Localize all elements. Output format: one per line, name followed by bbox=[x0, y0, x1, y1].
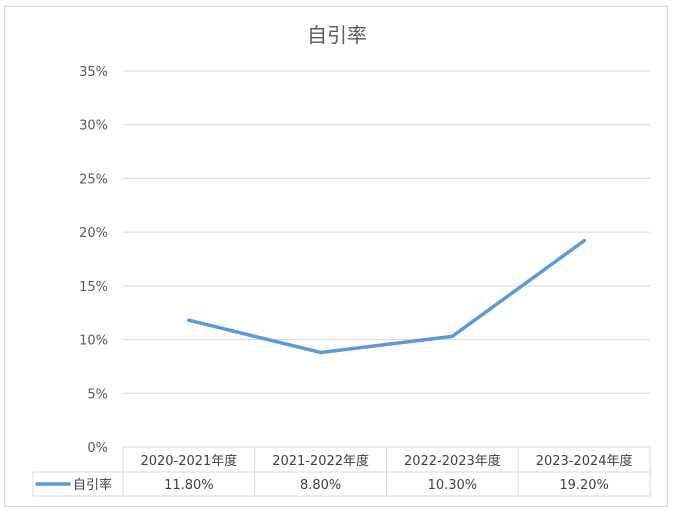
y-tick-label: 30% bbox=[79, 119, 108, 134]
y-tick-label: 35% bbox=[79, 65, 108, 80]
legend-label: 自引率 bbox=[73, 477, 112, 493]
y-tick-label: 5% bbox=[87, 387, 108, 402]
y-tick-label: 20% bbox=[79, 226, 108, 241]
y-tick-label: 25% bbox=[79, 172, 108, 187]
category-label: 2023-2024年度 bbox=[536, 453, 633, 469]
data-label: 11.80% bbox=[164, 478, 214, 493]
y-tick-label: 10% bbox=[79, 334, 108, 349]
data-label: 8.80% bbox=[300, 478, 341, 493]
chart-title: 自引率 bbox=[307, 23, 367, 47]
y-tick-label: 0% bbox=[87, 441, 108, 456]
data-point bbox=[450, 334, 455, 339]
y-axis-ticks: 0% 5% 10% 15% 20% 25% 30% 35% bbox=[79, 65, 108, 456]
series-line bbox=[187, 238, 586, 355]
category-label: 2020-2021年度 bbox=[140, 453, 237, 469]
data-label: 19.20% bbox=[559, 478, 609, 493]
series-layer bbox=[187, 238, 586, 355]
y-tick-label: 15% bbox=[79, 280, 108, 295]
data-label: 10.30% bbox=[428, 478, 478, 493]
data-point bbox=[187, 318, 191, 322]
chart-frame bbox=[4, 6, 668, 507]
data-point bbox=[318, 350, 323, 355]
data-table: 2020-2021年度 2021-2022年度 2022-2023年度 2023-20… bbox=[32, 446, 651, 497]
category-label: 2021-2022年度 bbox=[272, 453, 369, 469]
data-point bbox=[582, 238, 586, 243]
category-label: 2022-2023年度 bbox=[404, 453, 501, 469]
gridlines bbox=[123, 70, 650, 394]
